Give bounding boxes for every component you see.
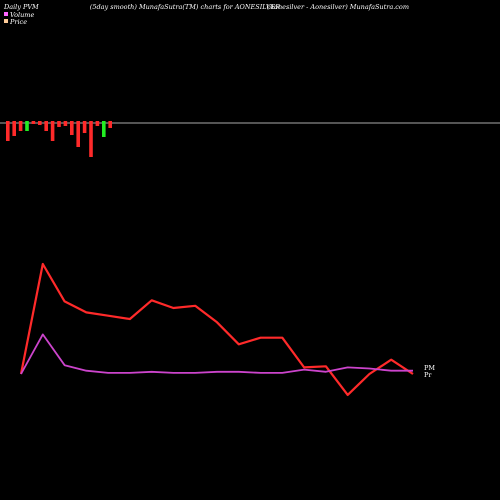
volume-bar [102,121,106,137]
volume-bar [12,121,16,136]
volume-bar [31,121,36,124]
legend-label-volume: Volume [10,11,34,19]
volume-bar [44,121,48,131]
volume-bar [38,121,42,125]
volume-bar [95,121,100,126]
volume-bar [25,121,29,131]
volume-bar [82,121,87,133]
header-right: (Aonesilver - Aonesilver) MunafaSutra.co… [267,3,409,11]
volume-bar [63,121,68,126]
volume-bar [76,121,80,147]
volume-bar [57,121,61,127]
legend-label-price: Price [9,18,27,26]
header-left: Daily PVM [3,3,39,11]
legend-swatch-price [4,19,8,23]
volume-bar [18,121,23,131]
volume-bars [0,121,500,157]
volume-bar [108,121,112,128]
volume-bar [70,121,74,135]
pvm-line [20,333,413,375]
price-line [19,262,414,396]
end-label-pm: PM [424,364,435,372]
header-center: (5day smooth) MunafaSutra(TM) charts for… [90,3,280,11]
end-label-pr: Pr [424,371,432,379]
volume-bar [89,121,93,157]
volume-bar [50,121,55,141]
volume-bar [6,121,10,141]
series-lines [19,262,414,396]
legend-swatch-volume [4,12,8,16]
